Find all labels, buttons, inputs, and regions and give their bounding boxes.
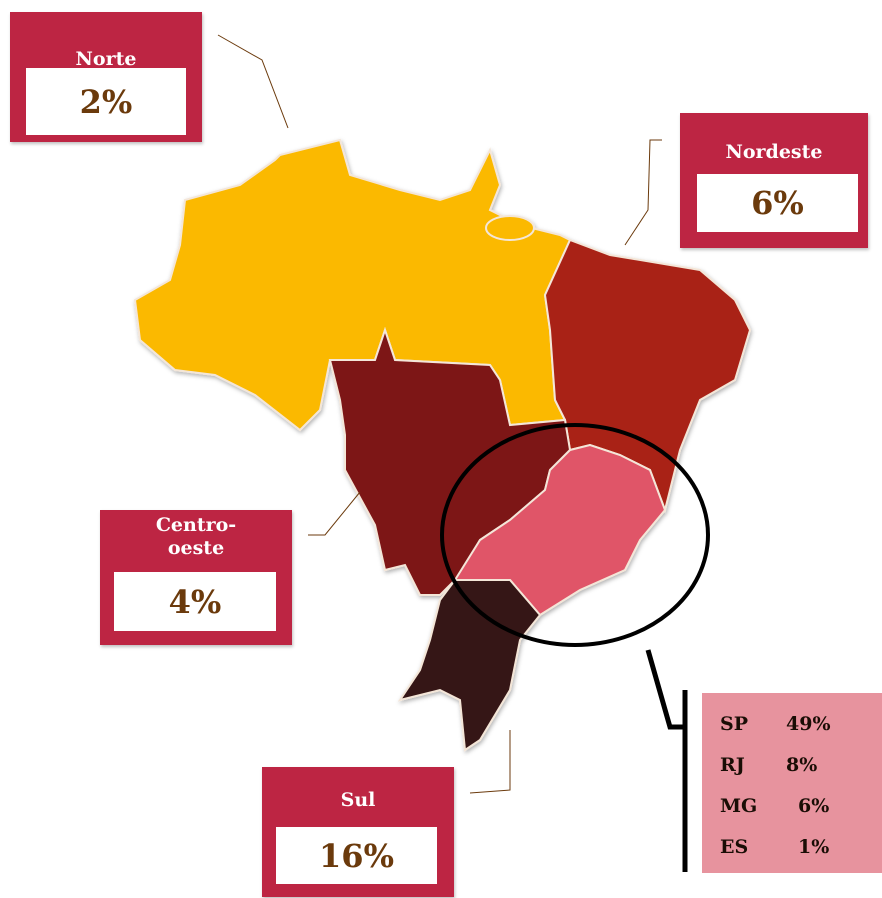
region-name: Norte xyxy=(75,48,137,70)
state-row: SP 49% xyxy=(720,703,882,744)
state-row: RJ 8% xyxy=(720,744,882,785)
leader-line xyxy=(624,139,662,246)
region-name: Sul xyxy=(340,789,376,811)
region-box: Sul 16% xyxy=(262,767,454,897)
leader-line xyxy=(308,491,361,536)
region-box: Nordeste 6% xyxy=(680,113,868,248)
state: ES xyxy=(720,835,749,858)
state: SP xyxy=(720,712,749,735)
sudeste-highlight xyxy=(440,423,710,647)
state-value: 8% xyxy=(786,753,818,776)
region-value: 2% xyxy=(26,68,186,135)
bracket xyxy=(645,649,685,730)
region-value: 16% xyxy=(276,827,437,884)
state: MG xyxy=(720,794,758,817)
region-sul xyxy=(397,579,542,752)
state-value: 1% xyxy=(798,835,830,858)
state-row: ES 1% xyxy=(720,826,882,867)
region-box: Centro-oeste 4% xyxy=(100,510,292,645)
region-value: 4% xyxy=(114,572,276,631)
state-value: 49% xyxy=(786,712,831,735)
region-name: Centro-oeste xyxy=(155,514,237,559)
island xyxy=(485,215,535,241)
region-sudeste xyxy=(453,443,667,617)
region-value: 6% xyxy=(697,174,858,232)
sudeste-table: SP 49% RJ 8% MG 6% ES 1% xyxy=(702,693,882,873)
region-box: Norte 2% xyxy=(10,12,202,142)
state-row: MG 6% xyxy=(720,785,882,826)
state: RJ xyxy=(720,753,745,776)
leader-line xyxy=(469,730,511,794)
leader-line xyxy=(217,34,289,129)
region-name: Nordeste xyxy=(725,141,823,163)
state-value: 6% xyxy=(798,794,830,817)
